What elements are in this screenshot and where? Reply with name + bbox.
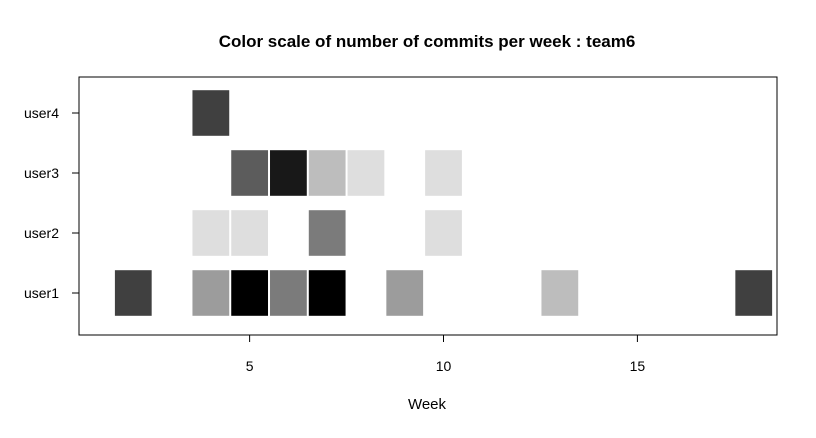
x-tick-label-15: 15 (630, 358, 646, 374)
heatmap-cell-user1-week-4 (192, 270, 230, 316)
heatmap-cell-user1-week-9 (386, 270, 424, 316)
cells-layer (114, 90, 773, 316)
heatmap-cell-user2-week-10 (425, 210, 462, 256)
x-tick-label-5: 5 (246, 358, 254, 374)
x-axis-label: Week (408, 396, 447, 413)
heatmap-cell-user3-week-8 (347, 150, 385, 196)
heatmap-cell-user3-week-10 (425, 150, 462, 196)
heatmap-cell-user1-week-18 (735, 270, 773, 316)
heatmap-cell-user3-week-6 (270, 150, 307, 196)
heatmap-cell-user1-week-13 (541, 270, 579, 316)
y-axis: user1 user2 user3 user4 (24, 105, 80, 301)
x-tick-label-10: 10 (436, 358, 452, 374)
heatmap-cell-user3-week-7 (308, 150, 346, 196)
plot-frame (78, 76, 778, 336)
heatmap-cell-user1-week-7 (308, 270, 346, 316)
y-tick-label-user2: user2 (24, 225, 59, 241)
y-tick-label-user3: user3 (24, 165, 59, 181)
heatmap-cell-user3-week-5 (231, 150, 269, 196)
heatmap-cell-user4-week-4 (192, 90, 230, 136)
heatmap-cell-user2-week-4 (192, 210, 230, 256)
heatmap-cell-user2-week-7 (308, 210, 346, 256)
chart-title: Color scale of number of commits per wee… (219, 32, 636, 51)
y-tick-label-user1: user1 (24, 285, 59, 301)
heatmap-cell-user2-week-5 (231, 210, 269, 256)
heatmap-cell-user1-week-5 (231, 270, 269, 316)
heatmap-cell-user1-week-6 (270, 270, 307, 316)
x-axis: 5 10 15 (246, 334, 646, 374)
heatmap-cell-user1-week-2 (114, 270, 152, 316)
y-tick-label-user4: user4 (24, 105, 59, 121)
